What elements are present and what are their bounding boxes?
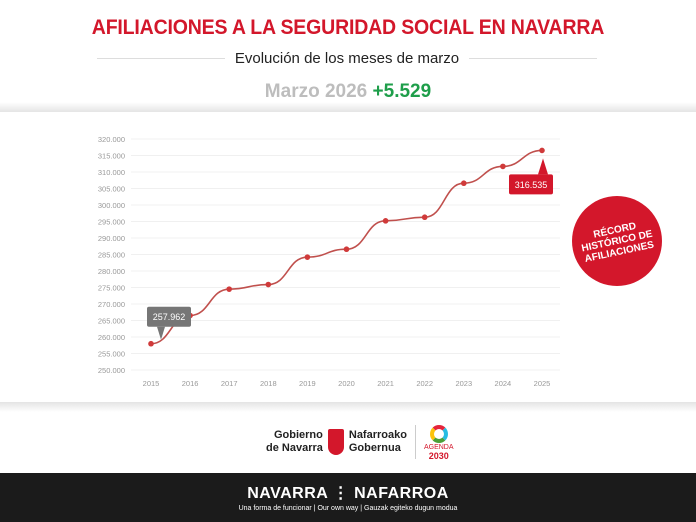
divider — [97, 57, 225, 59]
x-tick-label: 2025 — [534, 379, 551, 388]
y-tick-label: 310.000 — [98, 168, 125, 177]
y-tick-label: 255.000 — [98, 350, 125, 359]
y-tick-label: 315.000 — [98, 152, 125, 161]
divider — [469, 57, 597, 59]
x-tick-label: 2019 — [299, 379, 316, 388]
x-tick-label: 2022 — [416, 379, 433, 388]
panel-shadow-top — [0, 102, 696, 112]
x-tick-label: 2015 — [143, 379, 160, 388]
callout-box — [147, 306, 191, 327]
footer: NAVARRA ⋮ NAFARROA Una forma de funciona… — [0, 473, 696, 522]
y-tick-label: 250.000 — [98, 366, 125, 375]
subtitle: Evolución de los meses de marzo — [234, 49, 460, 67]
headline-month: Marzo 2026 — [264, 81, 368, 102]
y-tick-label: 295.000 — [98, 218, 125, 227]
y-tick-label: 290.000 — [98, 234, 125, 243]
data-point — [304, 254, 311, 260]
y-tick-label: 275.000 — [98, 284, 125, 293]
footer-tagline: Una forma de funcionar | Our own way | G… — [238, 505, 458, 512]
page-title: AFILIACIONES A LA SEGURIDAD SOCIAL EN NA… — [91, 16, 605, 39]
footer-brand: NAVARRA ⋮ NAFARROA — [247, 485, 449, 502]
gobierno-text: Gobierno de Navarra — [266, 429, 323, 454]
panel-shadow-bottom — [0, 402, 696, 412]
callout-box — [509, 174, 553, 195]
x-tick-label: 2020 — [338, 379, 355, 388]
x-tick-label: 2021 — [377, 379, 394, 388]
callout-pointer — [157, 326, 165, 340]
x-tick-label: 2023 — [455, 379, 472, 388]
subtitle-row: Evolución de los meses de marzo — [97, 48, 597, 68]
y-tick-label: 320.000 — [98, 135, 125, 144]
agenda-2030-logo: AGENDA 2030 — [424, 424, 454, 460]
data-point — [265, 281, 272, 288]
line-chart: 250.000 255.000 260.000 265.000 270.000 275.0… — [98, 135, 560, 388]
y-tick-label: 280.000 — [98, 267, 125, 276]
x-tick-label: 2024 — [495, 379, 512, 388]
data-label: 316.535 — [515, 180, 548, 190]
data-point — [421, 214, 428, 221]
data-point — [539, 147, 545, 154]
data-point — [500, 163, 506, 170]
x-tick-label: 2018 — [260, 379, 277, 388]
data-point — [226, 286, 232, 292]
divider — [414, 425, 416, 459]
y-tick-label: 270.000 — [98, 300, 125, 309]
gobernua-text: Nafarroako Gobernua — [348, 429, 407, 454]
y-tick-label: 300.000 — [98, 201, 125, 210]
navarra-shield-logo — [327, 429, 344, 455]
data-point — [148, 340, 154, 347]
data-label: 257.962 — [153, 312, 186, 322]
data-point — [461, 180, 467, 187]
y-tick-label: 260.000 — [98, 333, 125, 342]
y-tick-label: 285.000 — [98, 251, 125, 260]
data-point — [382, 218, 389, 224]
x-tick-label: 2017 — [221, 379, 238, 388]
y-tick-label: 265.000 — [98, 317, 125, 326]
logos: Gobierno de Navarra Nafarroako Gobernua AG… — [266, 422, 454, 462]
headline-change: +5.529 — [372, 81, 432, 102]
data-point — [343, 246, 350, 253]
x-tick-label: 2016 — [182, 379, 199, 388]
record-badge: RÉCORD HISTÓRICO DE AFILIACIONES — [572, 196, 662, 286]
callout-pointer — [538, 158, 548, 175]
y-tick-label: 305.000 — [98, 185, 125, 194]
headline: Marzo 2026 +5.529 — [0, 81, 696, 103]
